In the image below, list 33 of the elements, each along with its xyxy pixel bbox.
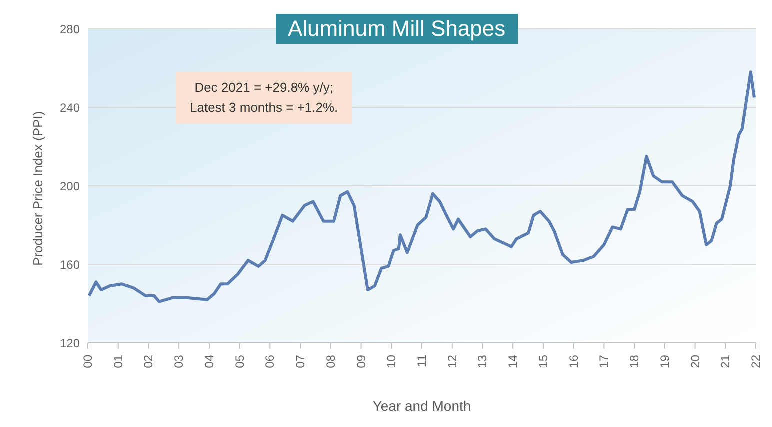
y-tick-label: 120 [60, 336, 80, 350]
x-tick-label: 12 [445, 354, 460, 368]
x-tick-label: 15 [536, 354, 550, 368]
x-tick-label: 10 [384, 354, 399, 368]
x-tick-label: 03 [172, 354, 186, 368]
x-tick-label: 02 [142, 354, 156, 368]
x-tick-label: 01 [111, 354, 126, 368]
x-tick-label: 18 [628, 354, 642, 368]
x-tick-label: 17 [597, 354, 612, 368]
y-tick-label: 240 [60, 100, 80, 115]
chart-title: Aluminum Mill Shapes [276, 14, 518, 44]
x-tick-label: 20 [688, 354, 702, 368]
x-tick-label: 13 [476, 354, 490, 368]
x-axis-title: Year and Month [372, 398, 472, 414]
x-tick-label: 04 [202, 354, 216, 368]
x-tick-label: 06 [263, 354, 278, 368]
x-tick-label: 08 [324, 354, 338, 368]
y-tick-label: 160 [60, 258, 80, 272]
x-tick-label: 00 [81, 354, 95, 368]
y-axis-title: Producer Price Index (PPI) [30, 111, 46, 266]
x-tick-label: 19 [658, 354, 672, 368]
annotation: Dec 2021 = +29.8% y/y; Latest 3 months = +1.2%. [176, 72, 352, 124]
y-tick-label: 200 [60, 179, 80, 194]
x-tick-label: 05 [232, 354, 247, 368]
x-tick-label: 22 [749, 354, 763, 368]
x-tick-label: 21 [718, 354, 733, 368]
x-tick-label: 07 [294, 354, 308, 368]
line-series [88, 70, 756, 304]
x-tick-label: 11 [415, 354, 429, 368]
x-tick-label: 16 [566, 354, 581, 368]
x-tick-label: 14 [506, 354, 520, 368]
x-tick-label: 09 [354, 354, 368, 368]
y-tick-label: 280 [60, 22, 80, 36]
